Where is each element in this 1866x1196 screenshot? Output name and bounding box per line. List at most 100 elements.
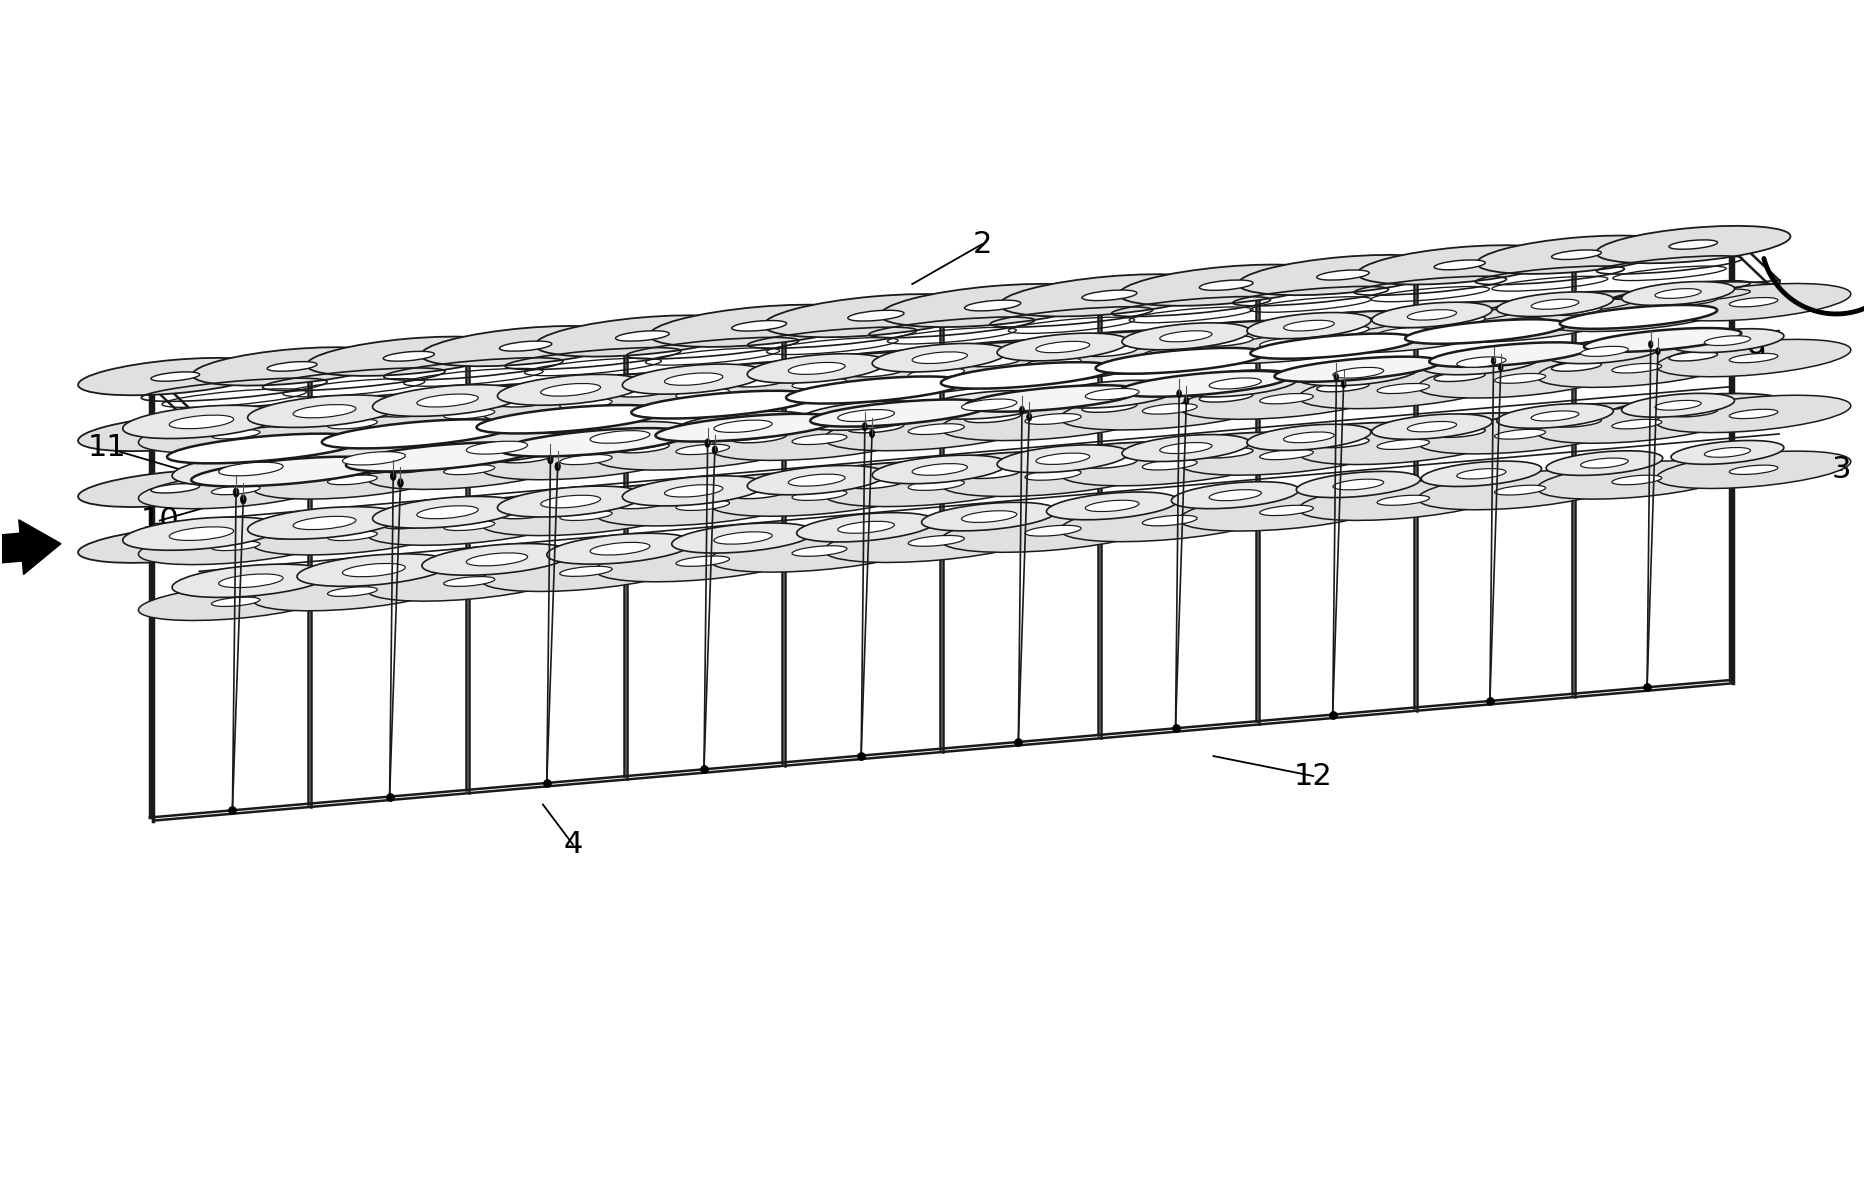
Ellipse shape [267,361,317,371]
Ellipse shape [1668,295,1717,305]
Ellipse shape [1179,322,1394,364]
Ellipse shape [996,334,1129,361]
Ellipse shape [345,443,537,471]
Ellipse shape [1668,408,1717,417]
Ellipse shape [965,385,1140,411]
Ellipse shape [616,386,670,397]
Ellipse shape [763,462,989,505]
Ellipse shape [78,470,272,507]
Ellipse shape [1657,395,1851,433]
Ellipse shape [422,494,631,533]
Ellipse shape [1317,438,1370,447]
Ellipse shape [1551,250,1601,260]
Ellipse shape [422,438,631,478]
Ellipse shape [416,506,478,519]
Ellipse shape [1612,364,1663,373]
Ellipse shape [1274,356,1441,382]
Ellipse shape [78,525,272,563]
Ellipse shape [541,384,601,396]
Ellipse shape [444,409,494,419]
Ellipse shape [1047,380,1177,408]
Ellipse shape [1560,305,1717,329]
Ellipse shape [343,452,405,465]
Ellipse shape [1299,368,1508,409]
Ellipse shape [536,427,750,469]
Ellipse shape [1317,270,1370,280]
Ellipse shape [1377,328,1429,337]
Ellipse shape [731,488,787,499]
Ellipse shape [1497,292,1614,317]
Ellipse shape [444,576,494,586]
Ellipse shape [306,448,511,488]
Ellipse shape [791,378,847,389]
Ellipse shape [211,486,259,495]
Ellipse shape [306,505,511,543]
Ellipse shape [731,321,787,331]
Ellipse shape [368,506,571,545]
Ellipse shape [1120,264,1334,306]
Ellipse shape [1612,420,1663,429]
Ellipse shape [713,446,717,454]
Ellipse shape [373,385,522,416]
Ellipse shape [123,405,280,439]
Ellipse shape [965,300,1021,311]
Ellipse shape [560,454,612,464]
Text: 2: 2 [972,230,991,258]
Ellipse shape [1435,428,1485,438]
Ellipse shape [192,347,392,385]
Ellipse shape [466,441,528,454]
Ellipse shape [1120,432,1334,474]
Ellipse shape [172,452,330,486]
Ellipse shape [1246,312,1372,338]
Ellipse shape [138,471,332,508]
Ellipse shape [1260,505,1314,515]
Ellipse shape [1655,401,1702,410]
Ellipse shape [192,514,392,554]
Ellipse shape [1657,283,1851,321]
Ellipse shape [1418,359,1622,398]
Ellipse shape [78,358,272,395]
Ellipse shape [476,405,664,433]
Ellipse shape [763,294,989,337]
Ellipse shape [248,507,401,539]
Ellipse shape [1299,425,1508,464]
Ellipse shape [909,423,965,434]
Ellipse shape [675,389,730,398]
Ellipse shape [1332,480,1385,490]
Ellipse shape [1435,316,1485,325]
Ellipse shape [383,407,435,417]
Ellipse shape [631,391,815,419]
Ellipse shape [1284,432,1334,443]
Ellipse shape [1209,378,1261,389]
Ellipse shape [293,517,356,530]
Ellipse shape [498,374,644,405]
Ellipse shape [1200,336,1252,346]
Ellipse shape [1498,364,1502,372]
Ellipse shape [912,352,967,364]
Ellipse shape [252,405,452,444]
Ellipse shape [786,377,965,403]
Ellipse shape [1082,402,1136,413]
Ellipse shape [1019,407,1024,414]
Ellipse shape [595,429,810,470]
Ellipse shape [233,488,239,498]
Ellipse shape [847,478,903,489]
Ellipse shape [1024,470,1080,481]
Ellipse shape [397,478,403,488]
Ellipse shape [965,468,1021,478]
Ellipse shape [444,465,494,475]
Ellipse shape [1334,373,1338,382]
Ellipse shape [847,310,903,321]
Ellipse shape [649,360,870,403]
Ellipse shape [655,414,838,441]
Ellipse shape [940,397,1166,440]
Ellipse shape [791,490,847,500]
Ellipse shape [1491,358,1497,365]
Ellipse shape [192,403,392,441]
Ellipse shape [1239,422,1448,463]
Ellipse shape [1179,434,1394,475]
Ellipse shape [675,444,730,454]
Ellipse shape [444,520,494,531]
Ellipse shape [1457,469,1506,478]
Ellipse shape [1730,409,1778,419]
